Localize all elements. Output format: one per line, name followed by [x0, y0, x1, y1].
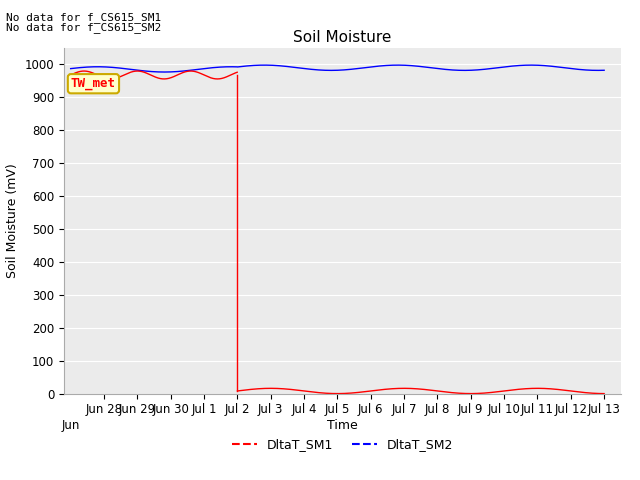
DltaT_SM2 — [586, 67, 593, 73]
Text: No data for f_CS615_SM1: No data for f_CS615_SM1 — [6, 12, 162, 23]
DltaT_SM2 — [94, 64, 102, 70]
DltaT_SM2 — [585, 67, 593, 73]
Text: Jun: Jun — [61, 419, 80, 432]
Line: DltaT_SM2: DltaT_SM2 — [70, 65, 604, 72]
DltaT_SM2 — [327, 68, 335, 73]
Legend: DltaT_SM1, DltaT_SM2: DltaT_SM1, DltaT_SM2 — [227, 433, 458, 456]
Text: TW_met: TW_met — [71, 77, 116, 90]
DltaT_SM2 — [600, 67, 608, 73]
DltaT_SM2 — [312, 67, 320, 72]
X-axis label: Time: Time — [327, 419, 358, 432]
DltaT_SM2 — [161, 69, 168, 75]
Title: Soil Moisture: Soil Moisture — [293, 30, 392, 46]
DltaT_SM2 — [67, 66, 74, 72]
DltaT_SM2 — [488, 66, 495, 72]
Y-axis label: Soil Moisture (mV): Soil Moisture (mV) — [6, 163, 19, 278]
Text: No data for f_CS615_SM2: No data for f_CS615_SM2 — [6, 22, 162, 33]
DltaT_SM2 — [260, 62, 268, 68]
